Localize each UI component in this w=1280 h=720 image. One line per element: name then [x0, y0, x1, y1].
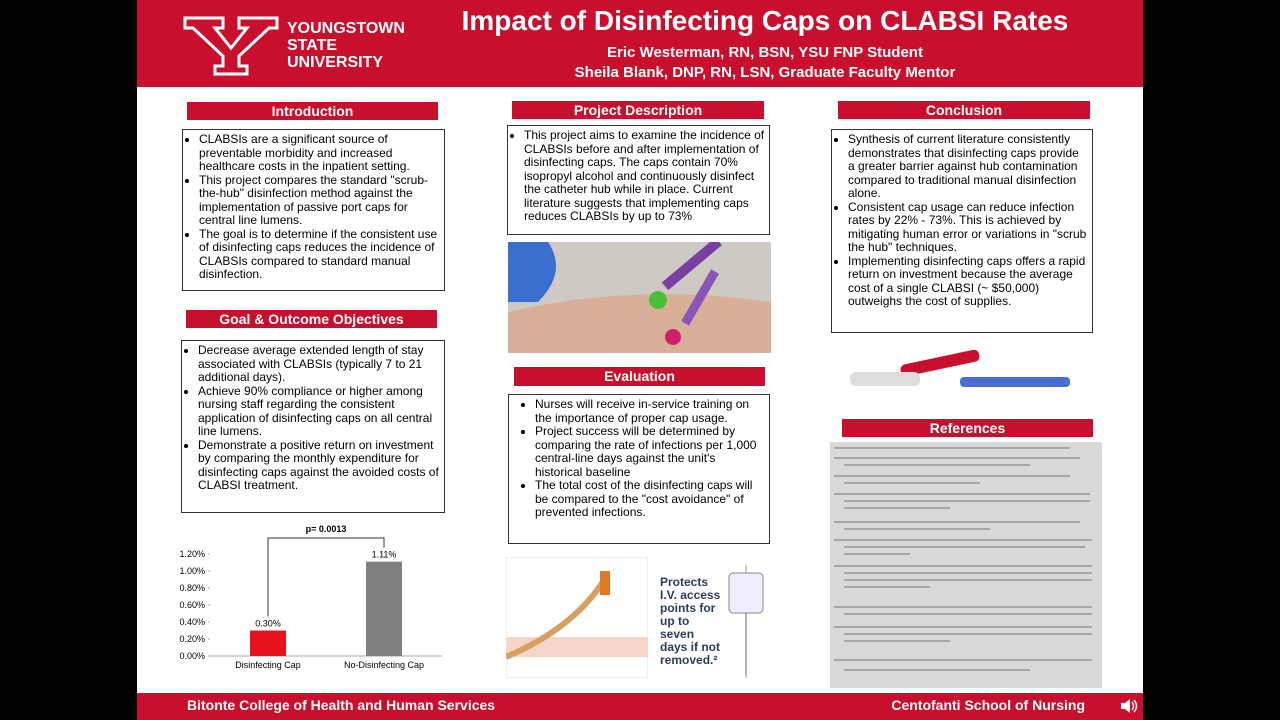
- x-tick-label: No-Disinfecting Cap: [344, 660, 424, 670]
- bullet: Demonstrate a positive return on investm…: [198, 438, 440, 493]
- university-line: YOUNGSTOWN: [287, 20, 405, 37]
- bullet-list: Synthesis of current literature consiste…: [836, 132, 1088, 309]
- bullet: The goal is to determine if the consiste…: [199, 227, 440, 282]
- university-name: YOUNGSTOWN STATE UNIVERSITY: [287, 20, 405, 71]
- bar: [250, 630, 286, 656]
- section-box: Nurses will receive in-service training …: [508, 394, 770, 544]
- bullet: Project success will be determined by co…: [535, 424, 765, 479]
- bullet: Implementing disinfecting caps offers a …: [848, 254, 1088, 309]
- y-tick-label: 0.20%: [179, 634, 205, 644]
- ad-text: Protects I.V. access points for up to se…: [660, 575, 721, 667]
- header-bar: [137, 0, 1143, 87]
- bullet: Decrease average extended length of stay…: [198, 343, 440, 385]
- bar: [366, 561, 402, 656]
- author: Sheila Blank, DNP, RN, LSN, Graduate Fac…: [574, 64, 956, 81]
- section-heading: Introduction: [187, 102, 438, 120]
- section-heading: Project Description: [512, 101, 764, 119]
- iv-bag: [728, 565, 764, 678]
- university-line: UNIVERSITY: [287, 54, 384, 71]
- x-tick-label: Disinfecting Cap: [235, 660, 301, 670]
- bullet: The total cost of the disinfecting caps …: [535, 478, 765, 520]
- cap-illustration: [850, 349, 1070, 387]
- bullet: Nurses will receive in-service training …: [535, 397, 765, 425]
- y-tick-label: 0.00%: [179, 651, 205, 661]
- y-tick-label: 1.00%: [179, 566, 205, 576]
- bullet-list: This project aims to examine the inciden…: [512, 128, 765, 224]
- section-heading: Conclusion: [838, 101, 1090, 119]
- footer-bar: [137, 693, 1143, 720]
- bullet: CLABSIs are a significant source of prev…: [199, 132, 440, 174]
- poster: YOUNGSTOWN STATE UNIVERSITY Impact of Di…: [137, 0, 1143, 720]
- significance-bracket: [267, 537, 385, 617]
- footer-right: Centofanti School of Nursing: [891, 697, 1085, 713]
- section-box: Synthesis of current literature consiste…: [831, 129, 1093, 333]
- photo-caps: [508, 242, 771, 353]
- bullet-list: CLABSIs are a significant source of prev…: [187, 132, 440, 282]
- speaker-icon[interactable]: [1119, 697, 1139, 715]
- bullet: This project aims to examine the inciden…: [524, 128, 765, 224]
- y-tick-label: 0.40%: [179, 617, 205, 627]
- section-heading: Evaluation: [514, 367, 765, 386]
- bullet: Achieve 90% compliance or higher among n…: [198, 384, 440, 439]
- bullet: This project compares the standard "scru…: [199, 173, 440, 228]
- annotation: p= 0.0013: [306, 524, 347, 534]
- poster-title: Impact of Disinfecting Caps on CLABSI Ra…: [461, 5, 1069, 36]
- author: Eric Westerman, RN, BSN, YSU FNP Student: [607, 44, 923, 61]
- bullet: Synthesis of current literature consiste…: [848, 132, 1088, 201]
- value-label: 0.30%: [255, 619, 281, 629]
- bullet-list: Decrease average extended length of stay…: [186, 343, 440, 493]
- bullet: Consistent cap usage can reduce infectio…: [848, 200, 1088, 255]
- university-line: STATE: [287, 37, 338, 54]
- section-heading: Goal & Outcome Objectives: [186, 310, 437, 328]
- section-box: This project aims to examine the inciden…: [507, 125, 770, 235]
- bar-chart: 0.00% 0.20% 0.40% 0.60% 0.80% 1.00% 1.20% 0.30%…: [179, 524, 442, 670]
- diagram-cap: [506, 557, 648, 678]
- y-tick-label: 1.20%: [179, 549, 205, 559]
- references-box: [830, 442, 1102, 688]
- authors: Eric Westerman, RN, BSN, YSU FNP Student…: [407, 43, 1123, 83]
- bullet-list: Nurses will receive in-service training …: [523, 397, 765, 520]
- y-tick-label: 0.60%: [179, 600, 205, 610]
- logo: [183, 16, 279, 76]
- section-box: Decrease average extended length of stay…: [181, 340, 445, 513]
- section-heading: References: [842, 419, 1093, 437]
- footer-left: Bitonte College of Health and Human Serv…: [187, 697, 496, 713]
- y-tick-label: 0.80%: [179, 583, 205, 593]
- section-box: CLABSIs are a significant source of prev…: [182, 129, 445, 291]
- value-label: 1.11%: [372, 550, 397, 560]
